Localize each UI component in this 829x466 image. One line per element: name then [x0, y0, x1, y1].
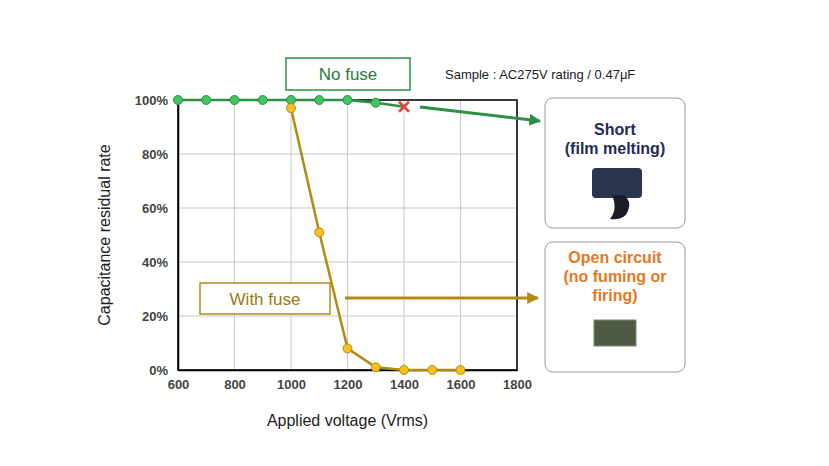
point-marker	[343, 344, 352, 353]
grid-line-x	[347, 100, 348, 370]
tick: 100%	[135, 93, 178, 108]
chart: 600 800 1000 1200 1400 1600 1800 0% 20% 40% 60% 80%…	[0, 0, 829, 466]
grid-line-x	[234, 100, 235, 370]
grid-line-x	[291, 100, 292, 370]
point-marker	[400, 366, 409, 375]
tick-label: 60%	[142, 201, 168, 216]
tick-label: 40%	[142, 255, 168, 270]
tick-label: 600	[168, 377, 190, 392]
photo-part	[592, 168, 642, 198]
point-marker	[287, 104, 296, 113]
point-marker	[202, 96, 211, 105]
point-marker	[428, 366, 437, 375]
annotation-text: Open circuit	[568, 249, 662, 266]
point-marker	[315, 228, 324, 237]
tick-label: 1800	[503, 377, 532, 392]
tick-label: 0%	[149, 363, 168, 378]
tick: 80%	[142, 147, 178, 162]
arrow	[420, 107, 540, 121]
tick: 20%	[142, 309, 178, 324]
photo	[592, 168, 642, 219]
plot-frame	[178, 100, 517, 370]
series-label: With fuse	[230, 290, 301, 309]
grid-line-y	[178, 316, 517, 317]
grid-line-y	[178, 208, 517, 209]
series-label-box	[286, 58, 410, 90]
tick: 600	[168, 370, 190, 392]
series-label: No fuse	[319, 65, 378, 84]
tick-label: 100%	[135, 93, 169, 108]
tick-label: 80%	[142, 147, 168, 162]
subtitle: Sample : AC275V rating / 0.47μF	[445, 67, 635, 82]
tick: 60%	[142, 201, 178, 216]
tick: 1800	[503, 370, 532, 392]
annotation-text: (film melting)	[565, 140, 665, 157]
tick: 40%	[142, 255, 178, 270]
grid-line-y	[178, 154, 517, 155]
point-marker	[343, 96, 352, 105]
point-marker	[258, 96, 267, 105]
annotation-text: Short	[594, 121, 636, 138]
annotation-text: firing)	[592, 287, 637, 304]
tick-label: 1400	[390, 377, 419, 392]
point-marker	[371, 363, 380, 372]
point-marker	[230, 96, 239, 105]
tick-label: 1000	[277, 377, 306, 392]
tick: 1000	[277, 370, 306, 392]
tick-label: 1600	[447, 377, 476, 392]
grid-line-x	[404, 100, 405, 370]
x-axis-title: Applied voltage (Vrms)	[267, 412, 428, 429]
grid-line-y	[178, 262, 517, 263]
photo-part	[594, 320, 636, 346]
x-axis: 600 800 1000 1200 1400 1600 1800	[168, 370, 532, 392]
photo-part	[610, 195, 629, 219]
annotation-box	[545, 98, 685, 228]
y-axis-title: Capacitance residual rate	[96, 144, 113, 326]
annotation-text: (no fuming or	[563, 268, 666, 285]
tick-label: 1200	[334, 377, 363, 392]
point-marker	[174, 96, 183, 105]
point-marker	[315, 96, 324, 105]
tick: 0%	[149, 363, 178, 378]
arrow	[345, 297, 538, 300]
photo	[594, 320, 636, 346]
y-axis: 0% 20% 40% 60% 80% 100%	[135, 93, 179, 378]
tick: 1200	[334, 370, 363, 392]
grid	[178, 100, 517, 370]
point-marker	[371, 98, 380, 107]
point-marker	[456, 366, 465, 375]
tick-label: 800	[224, 377, 246, 392]
plot: 600 800 1000 1200 1400 1600 1800 0% 20% 40% 60% 80%…	[135, 93, 532, 393]
point-marker	[399, 102, 409, 112]
tick: 800	[224, 370, 246, 392]
annotation-box	[545, 242, 685, 372]
tick-label: 20%	[142, 309, 168, 324]
series-group	[174, 96, 466, 375]
series-line	[291, 108, 461, 370]
grid-line-x	[460, 100, 461, 370]
series-label-box	[200, 283, 330, 314]
